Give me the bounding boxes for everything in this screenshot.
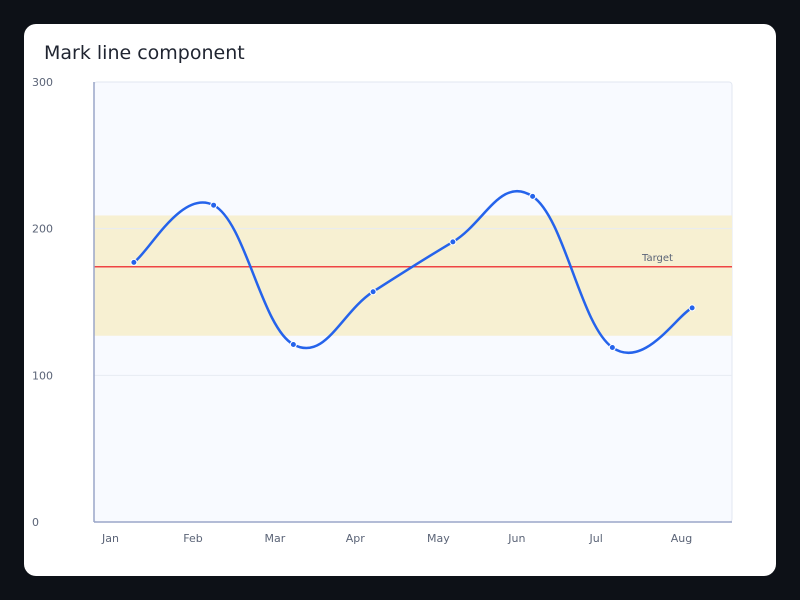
data-point-jan [130,258,138,266]
data-point-mar [289,341,297,349]
x-tick-label-jun: Jun [507,532,525,545]
chart-title: Mark line component [44,42,245,64]
mark-line-label: Target [641,253,673,264]
x-tick-label-mar: Mar [265,532,286,545]
x-tick-label-jul: Jul [589,532,603,545]
data-point-may [449,238,457,246]
y-tick-label-300: 300 [32,76,53,89]
y-tick-label-100: 100 [32,369,53,382]
mark-area-band [94,215,732,336]
chart-card: Mark line component 0 100 200 300 Target Jan F… [24,24,776,576]
line-chart: 0 100 200 300 Target Jan Feb Mar Apr May Jun Jul Aug [32,76,733,545]
data-point-apr [369,288,377,296]
series-line [133,189,693,355]
y-tick-label-0: 0 [32,516,39,529]
x-tick-label-feb: Feb [183,532,202,545]
x-tick-label-apr: Apr [346,532,366,545]
data-point-jun [529,192,537,200]
y-tick-label-200: 200 [32,223,53,236]
data-point-aug [688,304,696,312]
data-point-feb [210,201,218,209]
x-tick-label-may: May [427,532,450,545]
x-tick-label-aug: Aug [671,532,692,545]
data-point-jul [608,343,616,351]
x-tick-label-jan: Jan [101,532,119,545]
